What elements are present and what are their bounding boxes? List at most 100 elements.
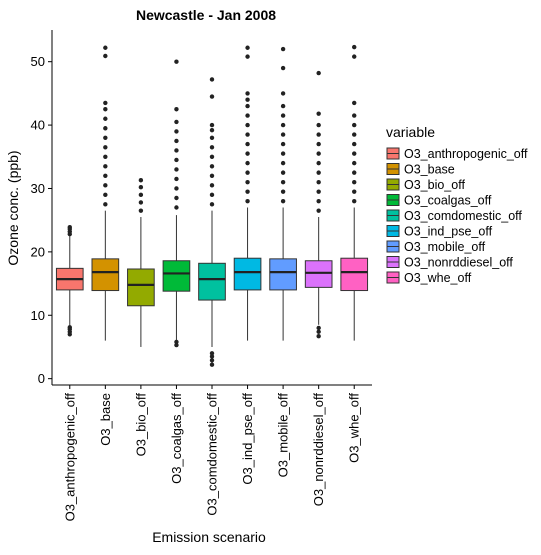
iqr-box xyxy=(91,258,120,292)
y-axis: 0 10 20 30 40 50 xyxy=(31,54,52,386)
outlier-point xyxy=(138,208,144,213)
outlier-point xyxy=(174,342,179,348)
x-tick-label: O3_comdomestic_off xyxy=(205,393,220,516)
iqr-box xyxy=(127,268,155,307)
boxplot-o3-anthropogenic-off xyxy=(55,224,84,337)
outlier-point xyxy=(138,200,144,205)
boxplot-o3-ind-pse-off xyxy=(233,45,262,341)
outlier-point xyxy=(352,151,357,156)
outlier-point xyxy=(67,325,72,330)
outlier-point xyxy=(103,183,108,188)
outlier-point xyxy=(245,151,250,156)
outlier-point xyxy=(316,111,321,116)
outlier-point xyxy=(103,100,108,106)
legend-entry: O3_anthropogenic_off xyxy=(386,147,528,161)
legend-label: O3_ind_pse_off xyxy=(404,225,493,239)
outlier-point xyxy=(316,141,321,147)
outlier-point xyxy=(209,202,215,207)
outlier-point xyxy=(245,54,250,59)
plot-area xyxy=(55,44,369,367)
boxplot-o3-base xyxy=(91,45,120,341)
outlier-point xyxy=(103,53,108,59)
legend-label: O3_base xyxy=(404,163,455,177)
outlier-point xyxy=(174,176,179,182)
outlier-point xyxy=(352,54,357,59)
y-tick-label: 20 xyxy=(31,244,45,259)
legend-entry: O3_coalgas_off xyxy=(386,194,492,208)
outlier-point xyxy=(245,179,250,185)
outlier-point xyxy=(352,179,357,185)
outlier-point xyxy=(103,116,108,121)
outlier-point xyxy=(280,141,286,147)
outlier-point xyxy=(280,113,286,118)
outlier-point xyxy=(138,192,144,198)
outlier-point xyxy=(138,185,144,190)
outlier-point xyxy=(174,167,179,172)
legend-entry: O3_mobile_off xyxy=(386,240,486,254)
outlier-point xyxy=(209,122,215,128)
outlier-point xyxy=(174,186,179,191)
outlier-point xyxy=(316,179,321,185)
outlier-point xyxy=(103,126,108,131)
outlier-point xyxy=(103,145,108,150)
outlier-point xyxy=(245,122,250,128)
legend-label: O3_comdomestic_off xyxy=(404,209,522,223)
outlier-point xyxy=(352,113,357,118)
legend-label: O3_mobile_off xyxy=(404,240,486,254)
outlier-point xyxy=(316,170,321,175)
outlier-point xyxy=(103,135,108,140)
outlier-point xyxy=(280,122,286,128)
legend-label: O3_coalgas_off xyxy=(404,194,492,208)
legend-entry: O3_nonrddiesel_off xyxy=(386,256,513,270)
outlier-point xyxy=(174,138,179,144)
outlier-point xyxy=(352,132,357,137)
legend-entry: O3_ind_pse_off xyxy=(386,225,493,239)
outlier-point xyxy=(352,44,357,50)
chart-title: Newcastle - Jan 2008 xyxy=(136,7,276,23)
outlier-point xyxy=(316,333,321,339)
x-tick-label: O3_nonrddiesel_off xyxy=(311,393,326,507)
outlier-point xyxy=(209,173,215,179)
x-tick-label: O3_base xyxy=(98,393,113,446)
outlier-point xyxy=(103,192,108,198)
outlier-point xyxy=(103,154,108,159)
outlier-point xyxy=(103,107,108,112)
outlier-point xyxy=(174,195,179,201)
outlier-point xyxy=(209,94,215,99)
iqr-box xyxy=(340,257,369,292)
outlier-point xyxy=(280,170,286,175)
boxplot-o3-mobile-off xyxy=(269,46,297,341)
legend-label: O3_nonrddiesel_off xyxy=(404,256,513,270)
outlier-point xyxy=(103,45,108,50)
outlier-point xyxy=(352,198,357,204)
y-tick-label: 40 xyxy=(31,118,45,133)
outlier-point xyxy=(209,183,215,188)
y-tick-label: 10 xyxy=(31,308,45,323)
outlier-point xyxy=(316,208,321,213)
y-tick-label: 30 xyxy=(31,181,45,196)
outlier-point xyxy=(209,135,215,140)
outlier-point xyxy=(174,129,179,134)
outlier-point xyxy=(316,151,321,156)
outlier-point xyxy=(316,132,321,137)
outlier-point xyxy=(174,107,179,112)
outlier-point xyxy=(103,202,108,207)
outlier-point xyxy=(209,351,215,356)
legend-label: O3_anthropogenic_off xyxy=(404,147,528,161)
outlier-point xyxy=(280,91,286,96)
outlier-point xyxy=(209,127,215,133)
iqr-box xyxy=(198,262,226,301)
outlier-point xyxy=(174,157,179,163)
x-tick-label: O3_ind_pse_off xyxy=(240,393,255,485)
outlier-point xyxy=(352,122,357,128)
outlier-point xyxy=(280,132,286,137)
outlier-point xyxy=(209,362,215,367)
x-axis-label: Emission scenario xyxy=(152,529,266,545)
legend-entry: O3_comdomestic_off xyxy=(386,209,522,223)
outlier-point xyxy=(245,170,250,175)
outlier-point xyxy=(103,173,108,179)
outlier-point xyxy=(280,103,286,109)
legend-entry: O3_whe_off xyxy=(386,271,472,285)
